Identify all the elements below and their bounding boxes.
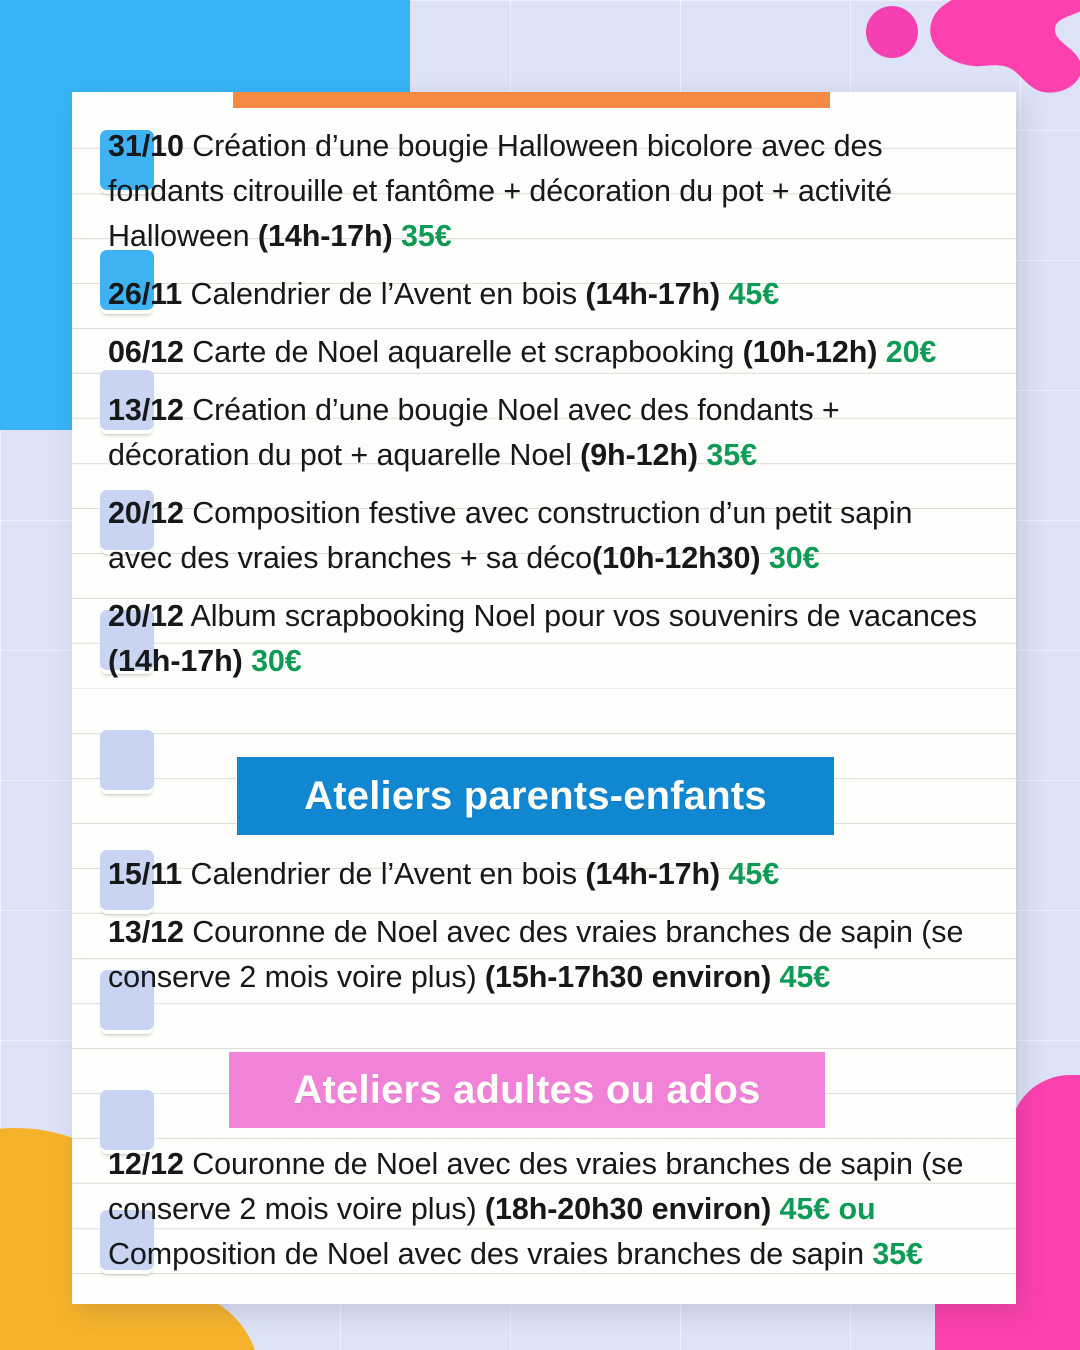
section-header-ateliers-enfants: Ateliers enfants [233, 92, 830, 108]
entry-description: Album scrapbooking Noel pour vos souveni… [190, 599, 977, 633]
workshop-entry: 20/12 Album scrapbooking Noel pour vos s… [108, 594, 980, 684]
entry-list-ateliers-enfants: 31/10 Création d’une bougie Halloween bi… [108, 124, 980, 684]
pink-dot-icon [866, 6, 918, 58]
workshop-entry: 12/12 Couronne de Noel avec des vraies b… [108, 1142, 980, 1277]
entry-price: 45€ [779, 1192, 831, 1226]
entry-date: 15/11 [108, 857, 183, 891]
entry-time: (10h-12h30) [592, 541, 761, 575]
entry-alternative-label: ou [838, 1192, 876, 1226]
entry-time: (14h-17h) [585, 857, 721, 891]
entry-description: Calendrier de l’Avent en bois [190, 857, 586, 891]
entry-date: 12/12 [108, 1147, 184, 1181]
entry-date: 20/12 [108, 599, 184, 633]
workshop-entry: 13/12 Création d’une bougie Noel avec de… [108, 388, 980, 478]
entry-price: 35€ [400, 219, 452, 253]
entry-date: 26/11 [108, 277, 183, 311]
workshop-entry: 20/12 Composition festive avec construct… [108, 491, 980, 581]
binding-hole [100, 130, 154, 190]
entry-description: Carte de Noel aquarelle et scrapbooking [192, 335, 735, 369]
entry-date: 13/12 [108, 393, 184, 427]
entry-description: Création d’une bougie Noel avec des fond… [108, 393, 840, 472]
pink-splatter-icon [930, 0, 1080, 93]
workshop-entry: 15/11 Calendrier de l’Avent en bois (14h… [108, 852, 980, 897]
binding-hole [100, 1210, 154, 1270]
entry-price: 20€ [885, 335, 937, 369]
entry-date: 13/12 [108, 915, 184, 949]
entry-time: (18h-20h30 environ) [484, 1192, 772, 1226]
sheet-content: Ateliers enfants 31/10 Création d’une bo… [72, 92, 1016, 1304]
entry-description: Couronne de Noel avec des vraies branche… [108, 1147, 964, 1226]
entry-date: 06/12 [108, 335, 184, 369]
entry-date: 20/12 [108, 496, 184, 530]
entry-alternative-description: Composition de Noel avec des vraies bran… [108, 1237, 864, 1271]
entry-alternative-price: 35€ [872, 1237, 923, 1271]
entry-time: (9h-12h) [580, 438, 698, 472]
section-title: Ateliers adultes ou ados [293, 1067, 761, 1112]
binding-hole [100, 730, 154, 790]
binding-hole [100, 490, 154, 550]
entry-description: Calendrier de l’Avent en bois [190, 277, 586, 311]
binding-hole [100, 970, 154, 1030]
entry-time: (14h-17h) [585, 277, 721, 311]
spiral-binding-holes [72, 92, 154, 1304]
entry-description: Composition festive avec construction d’… [108, 496, 913, 575]
section-header-ateliers-parents-enfants: Ateliers parents-enfants [237, 757, 834, 835]
binding-hole [100, 1090, 154, 1150]
workshop-entry: 06/12 Carte de Noel aquarelle et scrapbo… [108, 330, 980, 375]
entry-price: 45€ [728, 277, 780, 311]
entry-date: 31/10 [108, 129, 184, 163]
workshop-entry: 26/11 Calendrier de l’Avent en bois (14h… [108, 272, 980, 317]
binding-hole [100, 850, 154, 910]
notepad-sheet: Ateliers enfants 31/10 Création d’une bo… [72, 92, 1016, 1304]
entry-list-ateliers-adultes-ou-ados: 12/12 Couronne de Noel avec des vraies b… [108, 1142, 980, 1277]
section-header-ateliers-adultes-ou-ados: Ateliers adultes ou ados [229, 1052, 825, 1128]
entry-time: (14h-17h) [257, 219, 393, 253]
entry-price: 30€ [251, 644, 302, 678]
section-title: Ateliers parents-enfants [304, 773, 767, 818]
entry-price: 45€ [728, 857, 780, 891]
workshop-entry: 31/10 Création d’une bougie Halloween bi… [108, 124, 980, 259]
binding-hole [100, 370, 154, 430]
entry-time: (14h-17h) [108, 644, 243, 678]
entry-price: 35€ [706, 438, 757, 472]
entry-list-ateliers-parents-enfants: 15/11 Calendrier de l’Avent en bois (14h… [108, 852, 980, 1000]
entry-price: 45€ [779, 960, 831, 994]
binding-hole [100, 250, 154, 310]
entry-time: (15h-17h30 environ) [484, 960, 772, 994]
entry-description: Création d’une bougie Halloween bicolore… [108, 129, 892, 253]
entry-time: (10h-12h) [742, 335, 878, 369]
entry-description: Couronne de Noel avec des vraies branche… [108, 915, 964, 994]
workshop-entry: 13/12 Couronne de Noel avec des vraies b… [108, 910, 980, 1000]
entry-price: 30€ [768, 541, 820, 575]
section-title: Ateliers enfants [380, 92, 683, 93]
binding-hole [100, 610, 154, 670]
